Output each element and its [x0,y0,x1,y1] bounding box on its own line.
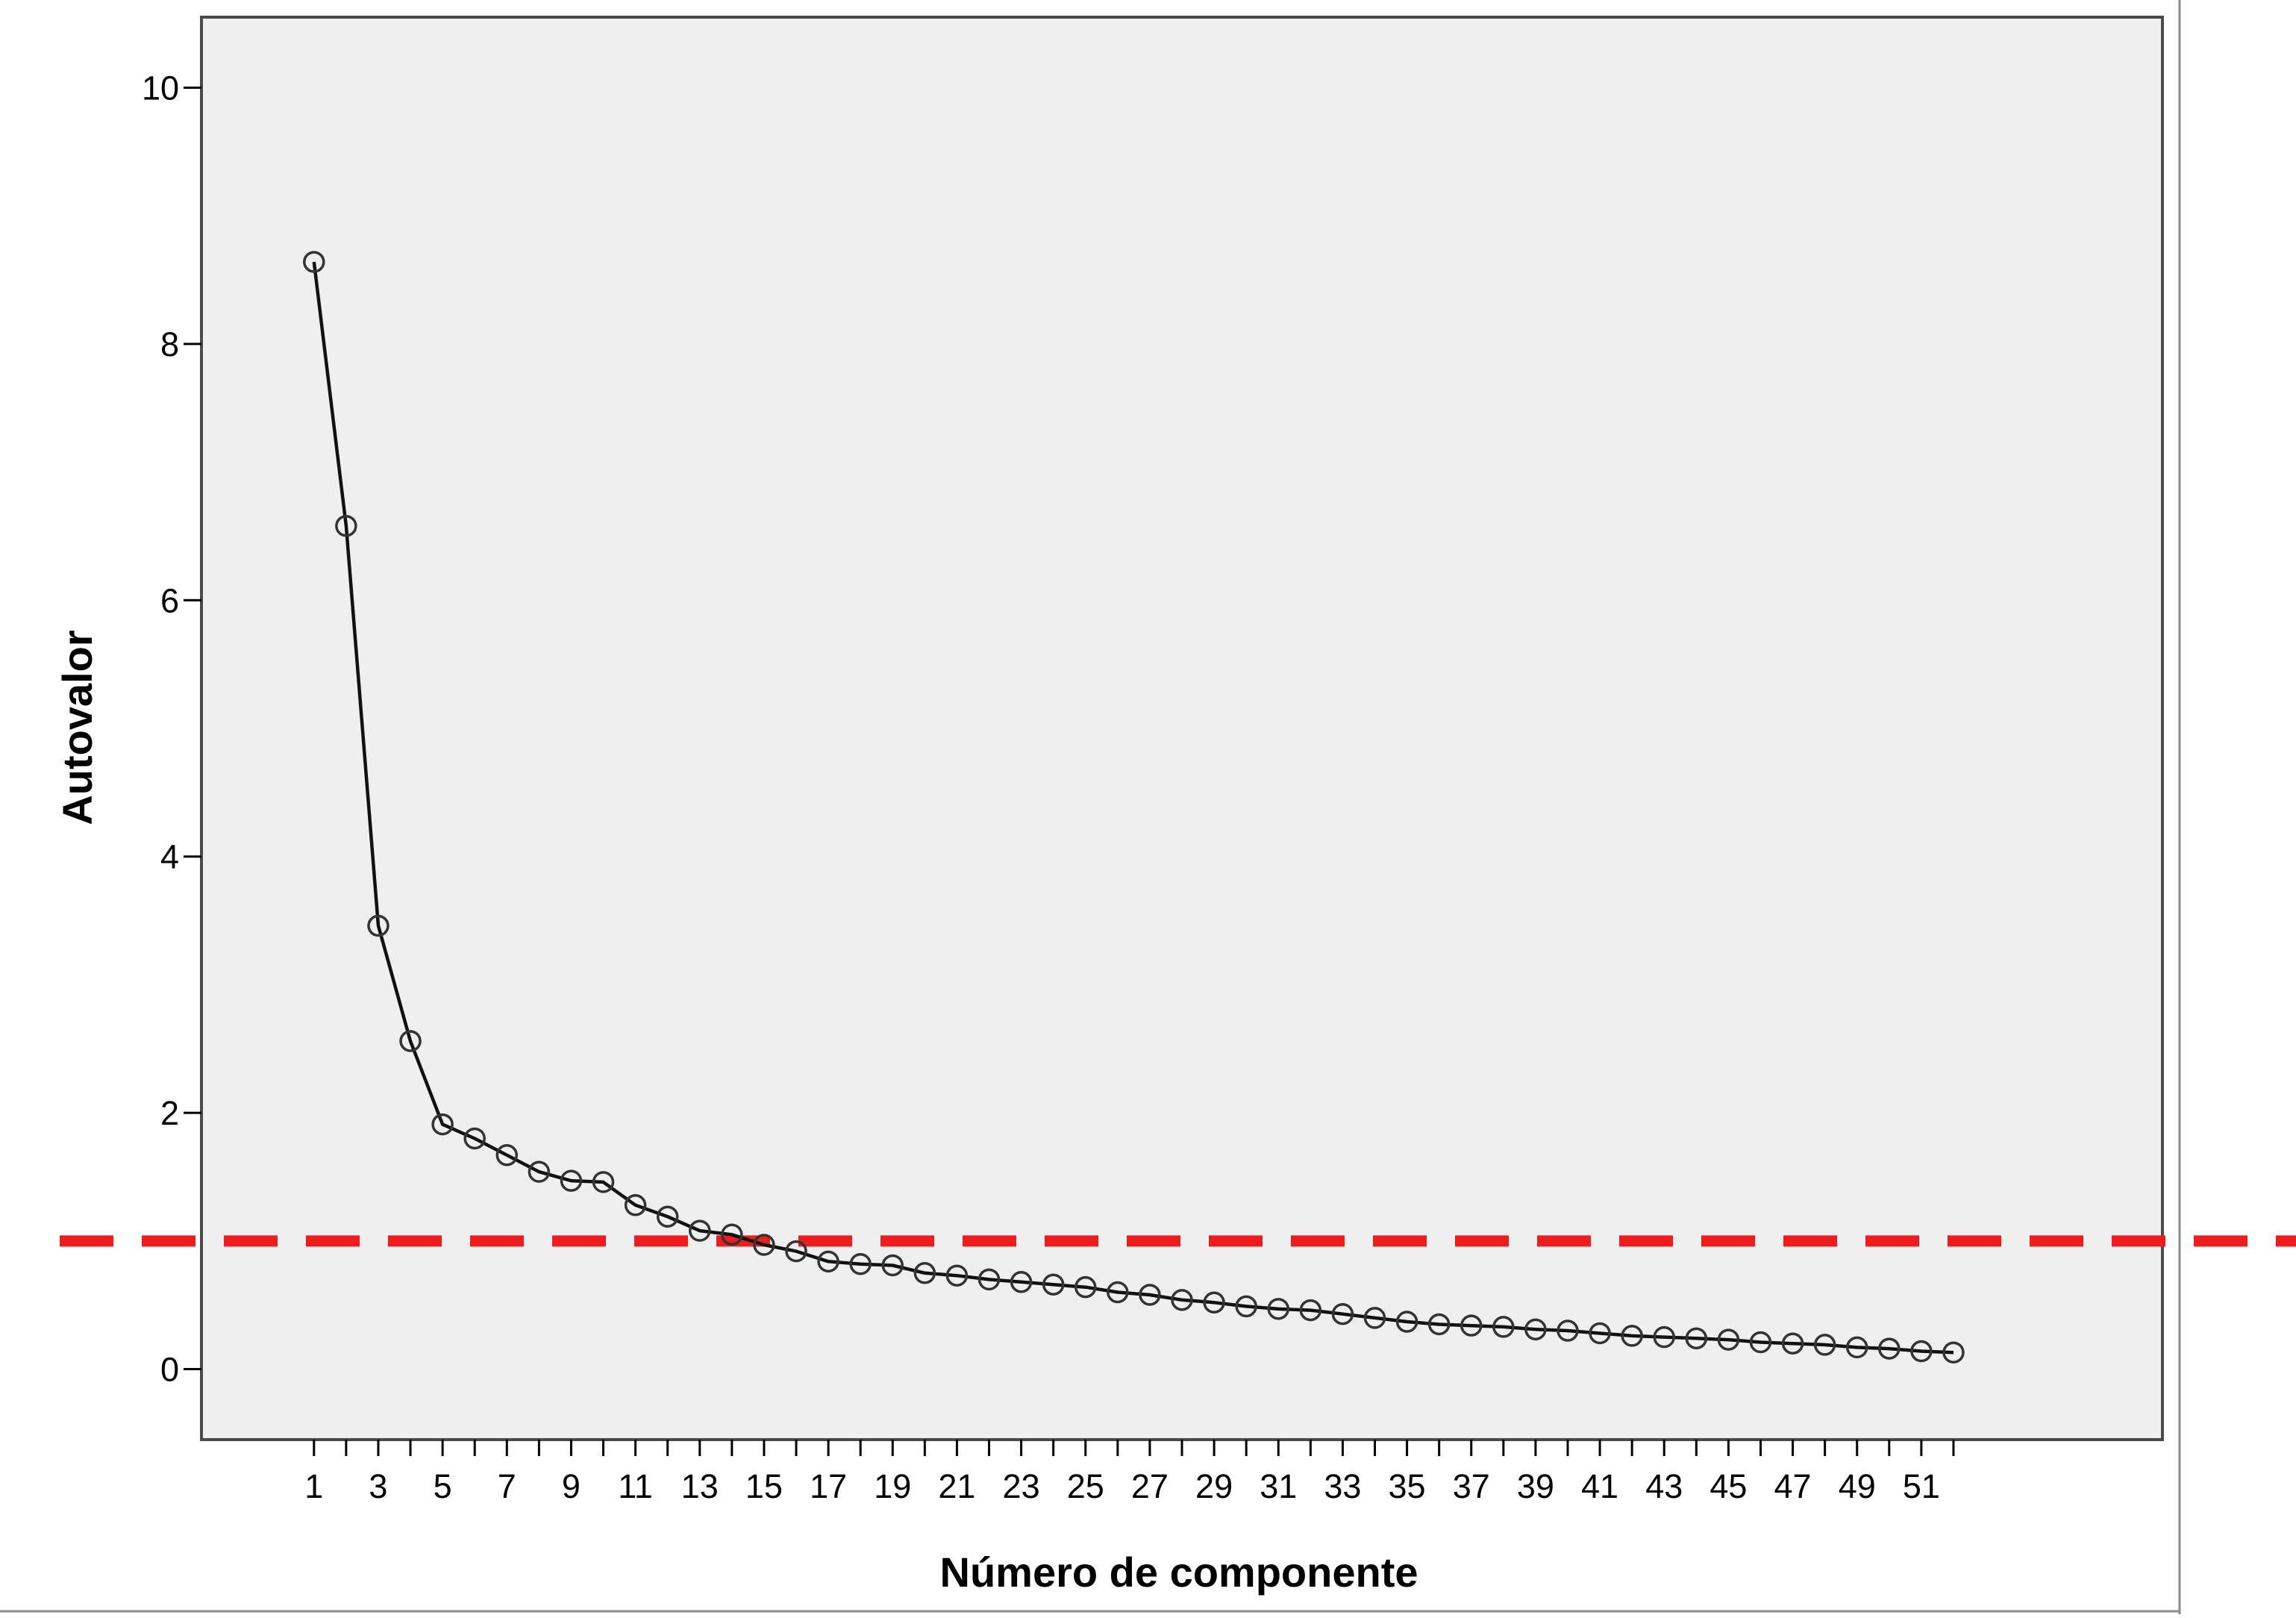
x-tick-label: 11 [618,1467,653,1505]
x-tick-label: 45 [1710,1467,1747,1505]
y-axis-title: Autovalor [54,630,101,825]
data-point [1203,1291,1225,1314]
data-point [335,514,357,537]
data-point [656,1205,679,1228]
data-point [1813,1334,1836,1356]
x-tick-label: 49 [1839,1467,1876,1505]
data-point [560,1169,583,1192]
x-tick-label: 7 [498,1467,516,1505]
data-point [1621,1325,1643,1347]
data-point [1845,1336,1868,1359]
data-point [624,1194,647,1216]
x-tick-label: 23 [1003,1467,1040,1505]
data-point [592,1171,615,1193]
x-tick-label: 15 [745,1467,783,1505]
x-tick-label: 17 [810,1467,847,1505]
x-tick-label: 25 [1067,1467,1104,1505]
data-point [945,1264,969,1287]
data-point [1042,1273,1065,1296]
y-tick-label: 6 [160,581,179,619]
x-tick-label: 37 [1453,1467,1490,1505]
data-point [1075,1275,1097,1299]
x-tick-label: 51 [1903,1467,1940,1505]
y-tick-label: 8 [160,325,179,363]
series-line [312,261,1954,1355]
data-point [303,251,325,273]
data-point [528,1161,551,1183]
data-point [1139,1284,1161,1306]
x-tick-label: 19 [874,1467,911,1505]
y-tick-label: 0 [160,1351,179,1389]
x-tick-label: 47 [1774,1467,1812,1505]
data-point [1460,1314,1483,1337]
data-point [1653,1325,1675,1349]
x-tick-label: 31 [1260,1467,1297,1505]
y-tick-label: 4 [160,838,179,876]
x-tick-label: 35 [1389,1467,1426,1505]
data-point [367,914,390,937]
data-point [753,1234,775,1256]
x-tick-label: 29 [1195,1467,1233,1505]
x-tick-label: 43 [1645,1467,1683,1505]
x-axis-title: Número de componente [940,1549,1418,1596]
x-axis: 1 3 5 7 9 11 13 15 17 19 21 23 25 27 29 31 33 35 37 39 41 43 4… [304,1440,1955,1505]
data-point [463,1127,486,1150]
data-point [1910,1340,1933,1363]
data-point [1524,1318,1547,1341]
data-point [1878,1337,1901,1360]
data-point [1331,1302,1354,1325]
data-point [1171,1289,1193,1311]
data-point [1589,1322,1611,1345]
y-axis: 0 2 4 6 8 10 [142,69,201,1389]
data-point [849,1253,872,1275]
data-point [399,1030,422,1052]
data-point [1299,1299,1322,1322]
data-point [817,1250,839,1273]
data-point [881,1254,904,1277]
x-tick-label: 33 [1324,1467,1361,1505]
x-tick-label: 9 [562,1467,581,1505]
x-tick-label: 21 [938,1467,975,1505]
data-point [1267,1298,1289,1320]
data-point [1492,1316,1515,1338]
data-point [431,1113,454,1136]
x-tick-label: 5 [434,1467,452,1505]
plot-area [200,16,2164,1441]
data-point [1395,1311,1418,1333]
x-tick-label: 41 [1581,1467,1618,1505]
y-tick-label: 2 [160,1094,179,1132]
data-point [1717,1328,1740,1351]
data-point [721,1223,743,1246]
data-point [495,1144,519,1166]
data-point [1010,1271,1033,1293]
data-point [689,1219,711,1242]
data-point [1749,1331,1772,1354]
x-tick-label: 13 [681,1467,719,1505]
data-point [1427,1313,1451,1336]
data-point [1363,1307,1386,1329]
data-point [1557,1319,1579,1342]
data-point [1107,1281,1129,1304]
x-tick-label: 27 [1131,1467,1169,1505]
data-point [1685,1327,1708,1350]
data-point [977,1268,1001,1291]
data-point [913,1262,936,1284]
data-point [785,1240,807,1263]
x-tick-label: 39 [1517,1467,1554,1505]
data-point [1942,1341,1965,1364]
series-group [303,251,1965,1364]
x-tick-label: 1 [304,1467,323,1505]
x-tick-label: 3 [369,1467,387,1505]
data-point [1235,1295,1257,1318]
y-tick-label: 10 [142,69,179,107]
data-point [1781,1332,1804,1355]
